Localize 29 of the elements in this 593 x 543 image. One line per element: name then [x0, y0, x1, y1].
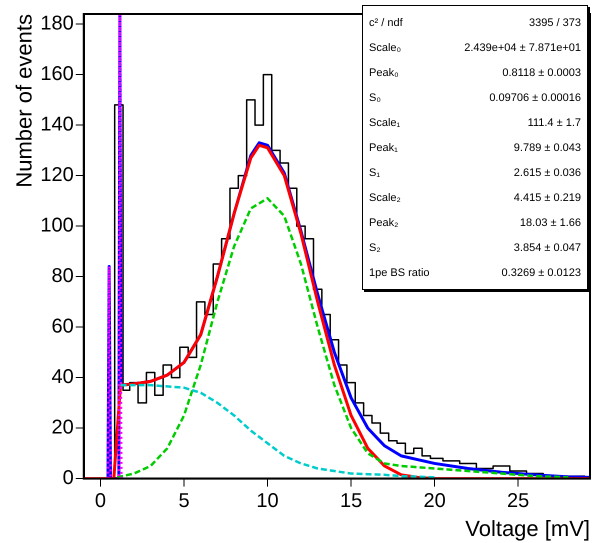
- text: Peak₁ 9.789 ± 0.043: [369, 142, 581, 154]
- y-axis-title: Number of events: [11, 14, 36, 188]
- text: S₁ 2.615 ± 0.036: [369, 166, 581, 178]
- y-tick-label: 160: [40, 63, 74, 86]
- x-tick-label: 0: [94, 490, 106, 512]
- y-tick-label: 100: [40, 214, 74, 237]
- text: Scale₂ 4.415 ± 0.219: [369, 192, 581, 204]
- y-tick-label: 40: [52, 366, 74, 388]
- text: Peak₂ 18.03 ± 1.66: [369, 216, 581, 228]
- text: c² / ndf 3395 / 373: [369, 16, 581, 28]
- y-tick-label: 60: [52, 316, 74, 338]
- text: Scale₁ 111.4 ± 1.7: [369, 116, 581, 128]
- text: S₀ 0.09706 ± 0.00016: [369, 92, 581, 104]
- y-tick-label: 120: [40, 164, 74, 186]
- x-tick-label: 15: [340, 490, 362, 512]
- text: S₂ 3.854 ± 0.047: [369, 242, 581, 254]
- x-tick-label: 20: [423, 490, 446, 512]
- x-axis-title: Voltage [mV]: [465, 516, 590, 541]
- x-tick-label: 5: [178, 490, 190, 512]
- text: Scale₀ 2.439e+04 ± 7.871e+01: [369, 42, 581, 54]
- text: Peak₀ 0.8118 ± 0.0003: [369, 66, 581, 78]
- x-tick-label: 10: [256, 490, 279, 512]
- y-tick-label: 180: [40, 12, 74, 35]
- x-tick-label: 25: [507, 490, 530, 512]
- y-tick-label: 0: [62, 467, 74, 490]
- y-tick-label: 140: [40, 114, 74, 136]
- y-tick-label: 80: [52, 265, 74, 288]
- text: 1pe BS ratio 0.3269 ± 0.0123: [369, 266, 581, 278]
- y-tick-label: 20: [52, 416, 74, 439]
